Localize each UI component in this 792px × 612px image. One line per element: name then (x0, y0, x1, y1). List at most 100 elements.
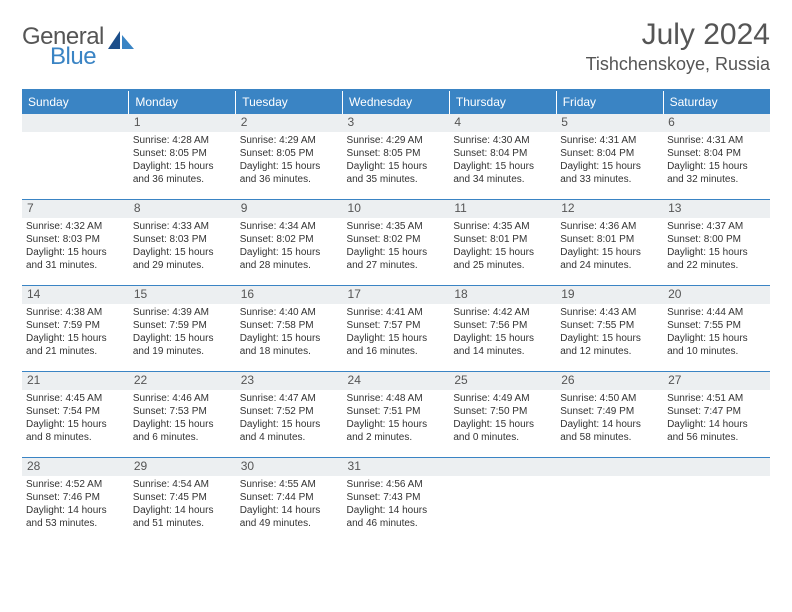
day-sunrise: Sunrise: 4:48 AM (347, 392, 446, 405)
calendar-day-cell: 19Sunrise: 4:43 AMSunset: 7:55 PMDayligh… (556, 286, 663, 372)
day-daylight2: and 36 minutes. (240, 173, 339, 186)
day-sunset: Sunset: 7:54 PM (26, 405, 125, 418)
day-number: 24 (343, 372, 450, 390)
day-daylight2: and 18 minutes. (240, 345, 339, 358)
day-number: 22 (129, 372, 236, 390)
day-sunset: Sunset: 8:02 PM (347, 233, 446, 246)
day-daylight2: and 22 minutes. (667, 259, 766, 272)
day-daylight2: and 58 minutes. (560, 431, 659, 444)
day-daylight2: and 14 minutes. (453, 345, 552, 358)
day-daylight1: Daylight: 14 hours (26, 504, 125, 517)
calendar-table: Sunday Monday Tuesday Wednesday Thursday… (22, 89, 770, 544)
day-sunset: Sunset: 7:58 PM (240, 319, 339, 332)
day-number: 1 (129, 114, 236, 132)
day-number: 18 (449, 286, 556, 304)
day-daylight1: Daylight: 15 hours (26, 418, 125, 431)
calendar-day-cell: 15Sunrise: 4:39 AMSunset: 7:59 PMDayligh… (129, 286, 236, 372)
day-sunrise: Sunrise: 4:33 AM (133, 220, 232, 233)
calendar-day-cell: 14Sunrise: 4:38 AMSunset: 7:59 PMDayligh… (22, 286, 129, 372)
day-sunset: Sunset: 7:53 PM (133, 405, 232, 418)
day-sunrise: Sunrise: 4:55 AM (240, 478, 339, 491)
day-sunrise: Sunrise: 4:31 AM (667, 134, 766, 147)
calendar-day-cell: 9Sunrise: 4:34 AMSunset: 8:02 PMDaylight… (236, 200, 343, 286)
brand-sail-icon (108, 31, 136, 58)
calendar-day-cell: 18Sunrise: 4:42 AMSunset: 7:56 PMDayligh… (449, 286, 556, 372)
day-number: 12 (556, 200, 663, 218)
day-sunset: Sunset: 8:04 PM (453, 147, 552, 160)
day-daylight2: and 2 minutes. (347, 431, 446, 444)
calendar-day-cell: 6Sunrise: 4:31 AMSunset: 8:04 PMDaylight… (663, 114, 770, 200)
day-daylight1: Daylight: 15 hours (26, 332, 125, 345)
day-sunrise: Sunrise: 4:37 AM (667, 220, 766, 233)
calendar-day-cell: 4Sunrise: 4:30 AMSunset: 8:04 PMDaylight… (449, 114, 556, 200)
day-number: 26 (556, 372, 663, 390)
day-number: 7 (22, 200, 129, 218)
day-sunrise: Sunrise: 4:34 AM (240, 220, 339, 233)
brand-logo: General Blue (22, 26, 136, 67)
day-daylight1: Daylight: 15 hours (560, 246, 659, 259)
calendar-day-cell: 5Sunrise: 4:31 AMSunset: 8:04 PMDaylight… (556, 114, 663, 200)
day-number: 21 (22, 372, 129, 390)
day-daylight2: and 53 minutes. (26, 517, 125, 530)
day-sunrise: Sunrise: 4:44 AM (667, 306, 766, 319)
day-sunrise: Sunrise: 4:47 AM (240, 392, 339, 405)
day-number: 30 (236, 458, 343, 476)
day-number: 23 (236, 372, 343, 390)
day-daylight1: Daylight: 14 hours (240, 504, 339, 517)
day-sunset: Sunset: 7:59 PM (26, 319, 125, 332)
day-sunrise: Sunrise: 4:29 AM (240, 134, 339, 147)
day-daylight1: Daylight: 15 hours (240, 418, 339, 431)
day-sunset: Sunset: 8:05 PM (240, 147, 339, 160)
day-sunset: Sunset: 7:55 PM (560, 319, 659, 332)
calendar-day-cell: 26Sunrise: 4:50 AMSunset: 7:49 PMDayligh… (556, 372, 663, 458)
day-daylight2: and 49 minutes. (240, 517, 339, 530)
calendar-day-cell: 16Sunrise: 4:40 AMSunset: 7:58 PMDayligh… (236, 286, 343, 372)
calendar-day-cell: 10Sunrise: 4:35 AMSunset: 8:02 PMDayligh… (343, 200, 450, 286)
day-daylight1: Daylight: 15 hours (347, 160, 446, 173)
day-number: 3 (343, 114, 450, 132)
calendar-day-cell: 28Sunrise: 4:52 AMSunset: 7:46 PMDayligh… (22, 458, 129, 544)
weekday-header: Saturday (663, 90, 770, 114)
day-sunrise: Sunrise: 4:38 AM (26, 306, 125, 319)
day-number: 2 (236, 114, 343, 132)
day-daylight1: Daylight: 14 hours (347, 504, 446, 517)
day-daylight1: Daylight: 15 hours (240, 332, 339, 345)
day-number (22, 114, 129, 132)
day-sunrise: Sunrise: 4:51 AM (667, 392, 766, 405)
weekday-header: Thursday (449, 90, 556, 114)
day-sunset: Sunset: 8:04 PM (560, 147, 659, 160)
day-number: 9 (236, 200, 343, 218)
month-title: July 2024 (586, 18, 770, 52)
calendar-day-cell (22, 114, 129, 200)
day-sunset: Sunset: 7:59 PM (133, 319, 232, 332)
day-number (449, 458, 556, 476)
day-number: 20 (663, 286, 770, 304)
day-number: 15 (129, 286, 236, 304)
day-daylight2: and 21 minutes. (26, 345, 125, 358)
day-daylight1: Daylight: 15 hours (133, 246, 232, 259)
calendar-day-cell: 8Sunrise: 4:33 AMSunset: 8:03 PMDaylight… (129, 200, 236, 286)
day-daylight2: and 33 minutes. (560, 173, 659, 186)
calendar-day-cell (449, 458, 556, 544)
day-daylight2: and 51 minutes. (133, 517, 232, 530)
calendar-day-cell: 21 Sunrise: 4:45 AMSunset: 7:54 PMDayligh… (22, 372, 129, 458)
day-number (556, 458, 663, 476)
day-sunrise: Sunrise: 4:45 AM (26, 392, 125, 405)
calendar-day-cell: 2Sunrise: 4:29 AMSunset: 8:05 PMDaylight… (236, 114, 343, 200)
day-sunrise: Sunrise: 4:36 AM (560, 220, 659, 233)
day-daylight2: and 12 minutes. (560, 345, 659, 358)
day-daylight1: Daylight: 15 hours (453, 246, 552, 259)
calendar-week-row: 21Sunrise: 4:45 AMSunset: 7:54 PMDayligh… (22, 372, 770, 458)
day-number: 17 (343, 286, 450, 304)
day-sunset: Sunset: 8:05 PM (347, 147, 446, 160)
day-daylight2: and 31 minutes. (26, 259, 125, 272)
day-number: 25 (449, 372, 556, 390)
day-number: 13 (663, 200, 770, 218)
day-daylight1: Daylight: 15 hours (667, 160, 766, 173)
day-sunset: Sunset: 8:04 PM (667, 147, 766, 160)
day-sunset: Sunset: 7:44 PM (240, 491, 339, 504)
day-sunset: Sunset: 7:49 PM (560, 405, 659, 418)
calendar-week-row: 28Sunrise: 4:52 AMSunset: 7:46 PMDayligh… (22, 458, 770, 544)
day-sunrise: Sunrise: 4:42 AM (453, 306, 552, 319)
day-daylight1: Daylight: 15 hours (453, 418, 552, 431)
